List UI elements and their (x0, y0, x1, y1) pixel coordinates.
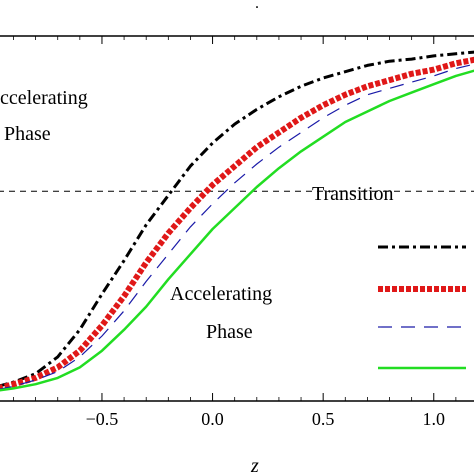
series-line-4 (0, 69, 474, 392)
x-tick-label: −0.5 (86, 409, 119, 429)
annotation-bottom-line1: Accelerating (170, 283, 272, 305)
x-axis-label: z (250, 455, 259, 474)
annotation-bottom-line2: Phase (206, 321, 253, 343)
annotation-transition: Transition (312, 183, 394, 205)
series-layer (0, 50, 474, 392)
legend (378, 245, 466, 370)
series-line-2 (0, 56, 474, 391)
plot-frame (0, 35, 474, 402)
annotation-top-left-line2: Phase (4, 123, 51, 145)
series-line-3 (0, 63, 474, 390)
top-dot: . (255, 0, 259, 12)
x-axis: −0.5 0.0 0.5 1.0 (13, 36, 457, 429)
x-tick-label: 1.0 (423, 409, 446, 429)
annotation-top-left-line1: ccelerating (0, 87, 88, 109)
x-tick-label: 0.0 (201, 409, 224, 429)
series-line-1 (0, 50, 474, 388)
x-tick-label: 0.5 (312, 409, 335, 429)
